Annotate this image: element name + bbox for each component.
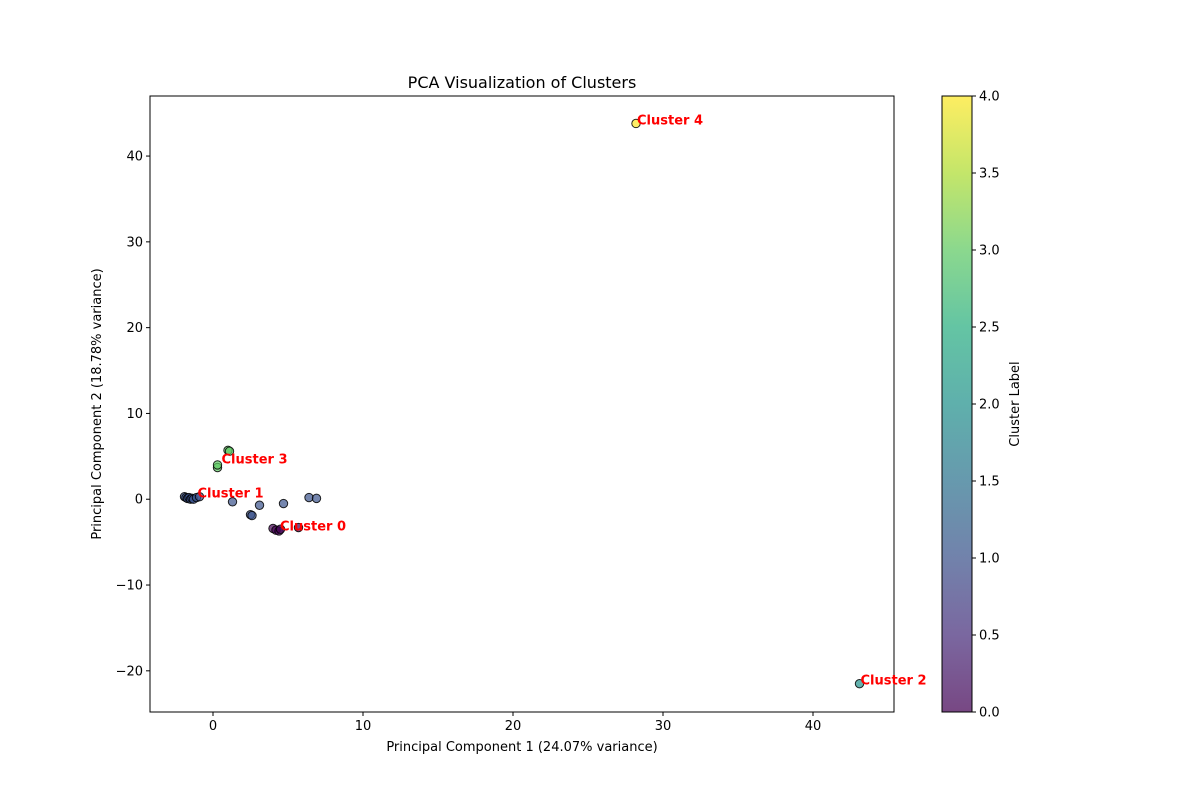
cluster-annotation: Cluster 0	[280, 519, 346, 534]
y-tick-label: 10	[126, 407, 143, 422]
cluster-annotation: Cluster 1	[198, 487, 264, 502]
cluster-annotations: Cluster 0 Cluster 1 Cluster 2 Cluster 3 Clus…	[198, 113, 927, 688]
x-axis: 0 10 20 30 40	[209, 712, 821, 734]
colorbar-ticks: 0.0 0.5 1.0 1.5 2.0 2.5 3.0 3.5 4.0	[972, 90, 1000, 721]
x-tick-label: 10	[355, 719, 372, 734]
scatter-point-cluster-4	[631, 118, 641, 129]
colorbar-gradient	[942, 96, 972, 712]
y-tick-label: 40	[126, 150, 143, 165]
y-tick-label: −10	[116, 579, 143, 594]
colorbar-label: Cluster Label	[1008, 361, 1023, 446]
scatter-point-cluster-3	[212, 460, 223, 470]
chart-title: PCA Visualization of Clusters	[408, 73, 637, 92]
y-tick-label: 0	[135, 493, 143, 508]
scatter-point-cluster-0	[293, 522, 304, 533]
scatter-point-cluster-1	[254, 500, 265, 510]
scatter-point-cluster-1	[311, 493, 322, 504]
scatter-point-cluster-1	[278, 498, 289, 509]
x-tick-label: 0	[209, 719, 217, 734]
scatter-point-cluster-1	[194, 491, 205, 502]
plot-area	[179, 118, 865, 689]
y-axis-label: Principal Component 2 (18.78% variance)	[90, 268, 105, 539]
colorbar-tick-label: 0.0	[979, 706, 1000, 721]
scatter-point-cluster-1	[227, 497, 238, 507]
x-axis-label: Principal Component 1 (24.07% variance)	[386, 740, 657, 755]
cluster-annotation: Cluster 4	[637, 113, 703, 128]
x-tick-label: 30	[655, 719, 672, 734]
colorbar-tick-label: 3.5	[979, 167, 1000, 182]
plot-frame	[149, 95, 895, 713]
colorbar-tick-label: 2.0	[979, 398, 1000, 413]
y-tick-label: 20	[126, 321, 143, 336]
cluster-annotation: Cluster 2	[861, 674, 927, 689]
scatter-point-cluster-0	[275, 524, 286, 534]
x-tick-label: 40	[805, 719, 822, 734]
colorbar-tick-label: 2.5	[979, 321, 1000, 336]
colorbar-tick-label: 3.0	[979, 244, 1000, 259]
colorbar-tick-label: 0.5	[979, 629, 1000, 644]
cluster-annotation: Cluster 3	[222, 452, 288, 467]
scatter-point-cluster-2	[854, 678, 865, 689]
colorbar-tick-label: 1.0	[979, 552, 1000, 567]
colorbar: 0.0 0.5 1.0 1.5 2.0 2.5 3.0 3.5 4.0 Cluster Labe…	[941, 90, 1023, 721]
y-tick-label: −20	[116, 664, 143, 679]
y-axis: −20 −10 0 10 20 30 40	[116, 150, 150, 679]
x-tick-label: 20	[505, 719, 522, 734]
scatter-point-cluster-3	[224, 446, 235, 456]
scatter-point-cluster-1	[247, 510, 257, 521]
colorbar-tick-label: 4.0	[979, 90, 1000, 105]
y-tick-label: 30	[126, 235, 143, 250]
colorbar-tick-label: 1.5	[979, 475, 1000, 490]
